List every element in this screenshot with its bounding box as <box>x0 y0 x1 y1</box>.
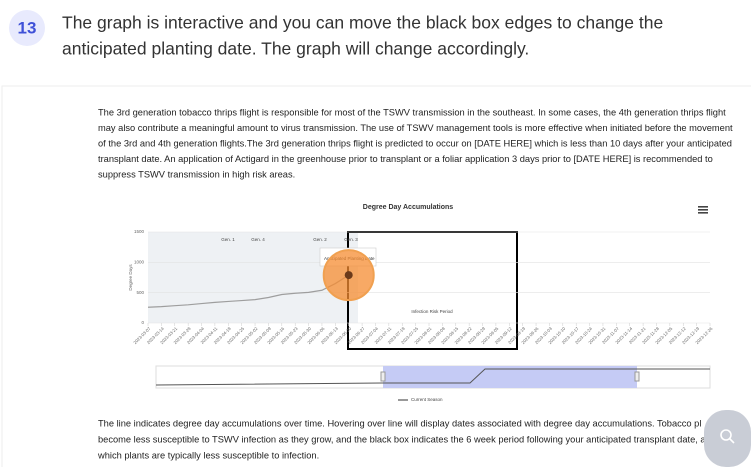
instruction: The graph is interactive and you can mov… <box>62 13 663 33</box>
y-tick-label: 500 <box>136 290 144 295</box>
instruction: anticipated planting date. The graph wil… <box>62 39 529 59</box>
legend-label: Current Season <box>411 397 443 402</box>
step-number: 13 <box>18 18 37 37</box>
y-tick-label: 0 <box>141 320 144 325</box>
screenshot-card <box>1 85 751 467</box>
intro-text: The 3rd generation tobacco thrips flight… <box>98 107 726 117</box>
generation-label: Gen. 1 <box>221 237 235 242</box>
intro-text: may also contribute a meaningful amount … <box>98 123 733 133</box>
outro-text: which plants are typically less suscepti… <box>97 450 319 460</box>
zoom-icon <box>720 429 732 441</box>
chart-title: Degree Day Accumulations <box>363 204 453 211</box>
intro-text: suppress TSWV transmission in high risk … <box>98 169 295 179</box>
menu-icon[interactable] <box>698 206 708 214</box>
navigator-handle[interactable] <box>380 371 386 382</box>
generation-label: Gen. 4 <box>251 237 265 242</box>
navigator-selection[interactable] <box>383 366 637 388</box>
step-badge <box>9 10 45 46</box>
outro-text: become less susceptible to TSWV infectio… <box>98 434 706 444</box>
current-point <box>344 271 353 280</box>
zoom-icon <box>729 438 735 444</box>
navigator-handle[interactable] <box>634 371 640 382</box>
outro-text: The line indicates degree day accumulati… <box>98 418 701 428</box>
risk-label: Infection Risk Period <box>411 309 453 314</box>
data-line <box>147 274 350 308</box>
generation-label: Gen. 3 <box>344 237 358 242</box>
intro-text: transplant date. An application of Actig… <box>98 154 713 164</box>
y-axis-label: Degree Days <box>128 264 133 291</box>
zoom-button[interactable] <box>704 410 751 467</box>
intro-text: of the 3rd and 4th generation flights.Th… <box>98 138 732 148</box>
y-tick-label: 1000 <box>134 260 145 265</box>
generation-label: Gen. 2 <box>313 237 327 242</box>
navigator-line <box>155 368 710 386</box>
y-tick-label: 1500 <box>134 229 145 234</box>
